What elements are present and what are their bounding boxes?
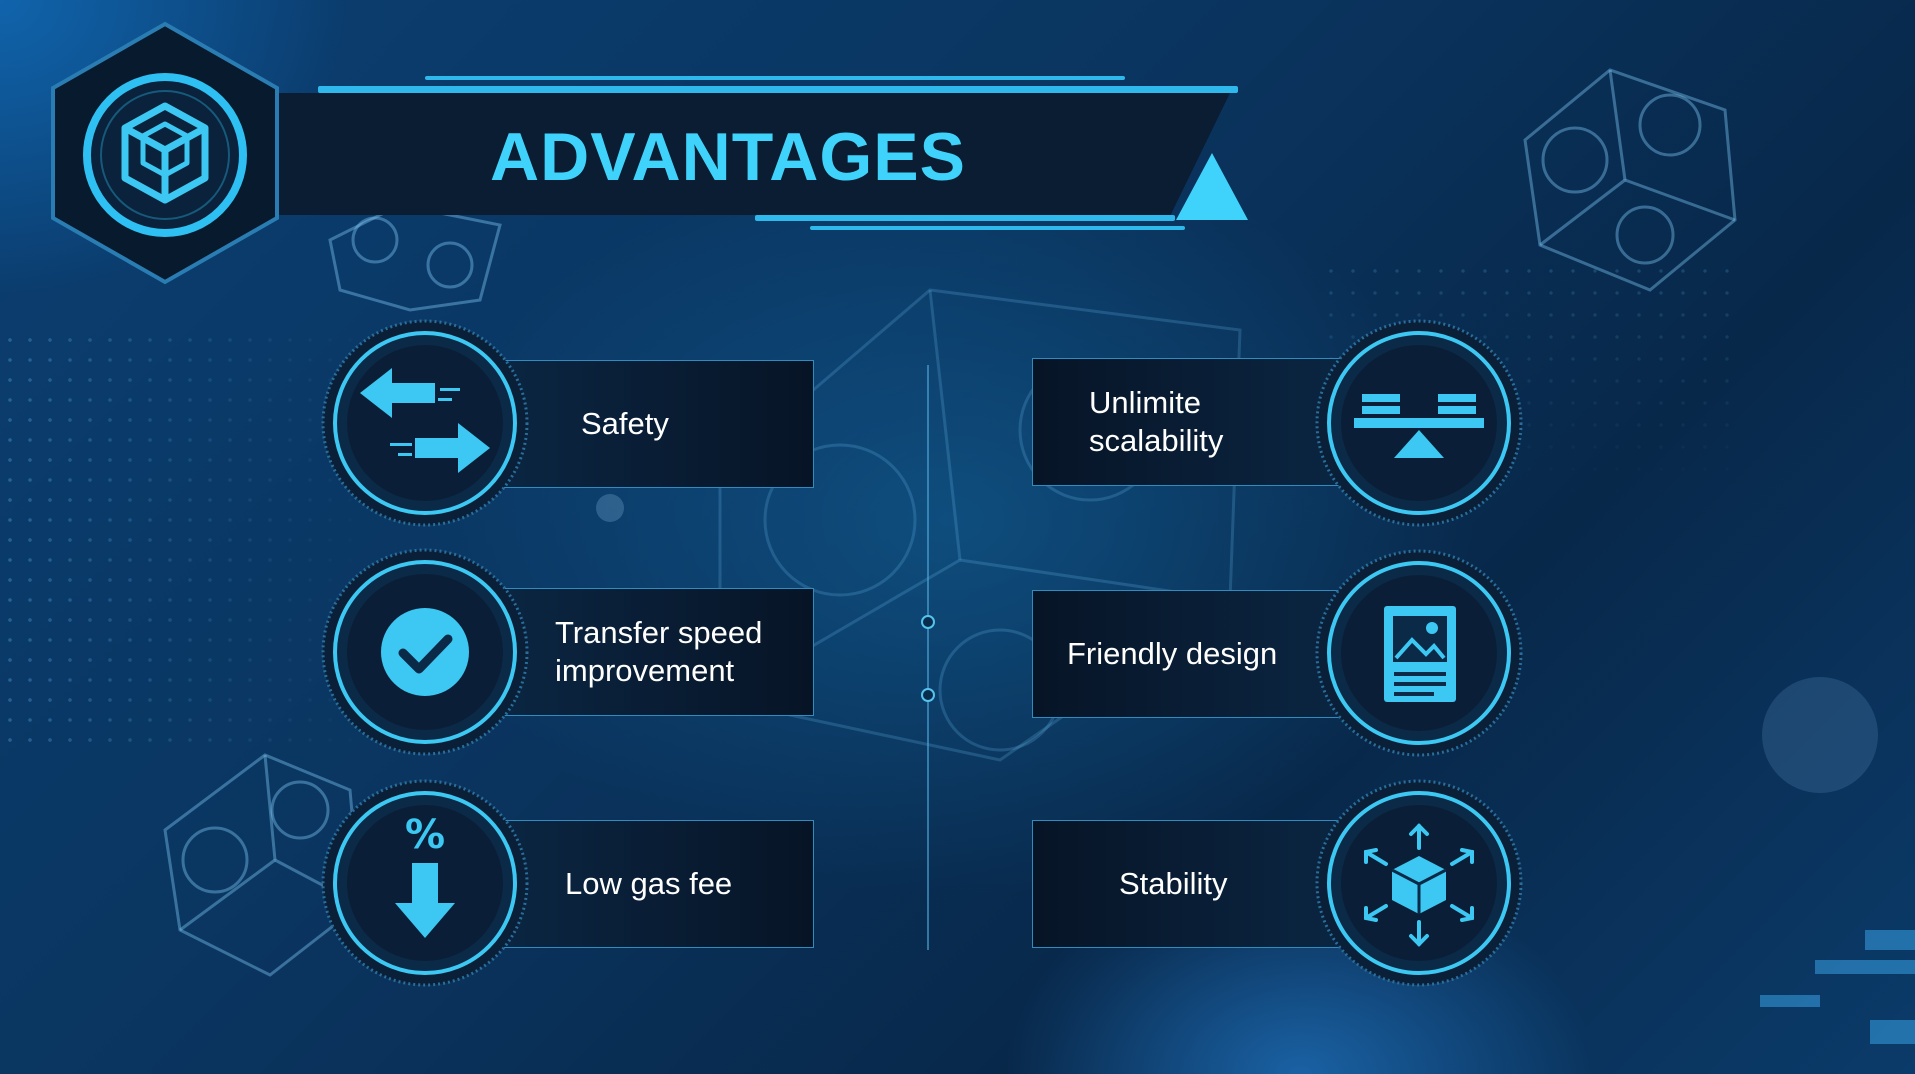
advantage-icon-badge — [321, 319, 529, 527]
swap-arrows-icon — [360, 368, 490, 473]
advantage-icon-badge — [321, 548, 529, 756]
advantage-label: Friendly design — [1067, 636, 1278, 671]
center-divider-line — [927, 365, 929, 950]
advantage-icon-badge — [1315, 319, 1523, 527]
document-image-icon — [1384, 606, 1456, 702]
advantage-card-friendly-design: Friendly design — [1032, 590, 1362, 718]
page-title: ADVANTAGES — [490, 119, 966, 195]
advantage-label: Low gas fee — [565, 866, 733, 901]
divider-node — [921, 615, 935, 629]
balance-scale-icon — [1354, 394, 1484, 458]
title-banner — [240, 93, 1230, 215]
advantage-label-line2: scalability — [1089, 423, 1224, 458]
cube-expand-icon — [1364, 823, 1474, 947]
advantage-icon-badge — [1315, 549, 1523, 757]
advantage-card-transfer-speed: Transfer speed improvement — [484, 588, 814, 716]
advantage-icon-badge — [1315, 779, 1523, 987]
advantage-card-scalability: Unlimite scalability — [1032, 358, 1362, 486]
title-accent-bar — [425, 76, 1125, 80]
check-circle-icon — [381, 608, 469, 696]
advantage-icon-badge: % — [321, 779, 529, 987]
title-accent-bar — [318, 86, 1238, 93]
advantage-label-line1: Unlimite — [1089, 385, 1201, 420]
advantage-label: Stability — [1119, 866, 1228, 901]
svg-text:%: % — [405, 812, 445, 858]
advantage-card-safety: Safety — [484, 360, 814, 488]
advantage-label-line2: improvement — [555, 653, 735, 688]
advantage-card-stability: Stability — [1032, 820, 1362, 948]
percent-down-arrow-icon: % — [395, 812, 455, 938]
advantage-label-line1: Transfer speed — [555, 615, 763, 650]
advantage-label: Safety — [581, 406, 669, 441]
title-accent-bar — [810, 226, 1185, 230]
cube-network-icon — [121, 102, 209, 204]
divider-node — [921, 688, 935, 702]
advantage-card-low-gas-fee: Low gas fee — [484, 820, 814, 948]
title-accent-bar — [755, 215, 1175, 221]
